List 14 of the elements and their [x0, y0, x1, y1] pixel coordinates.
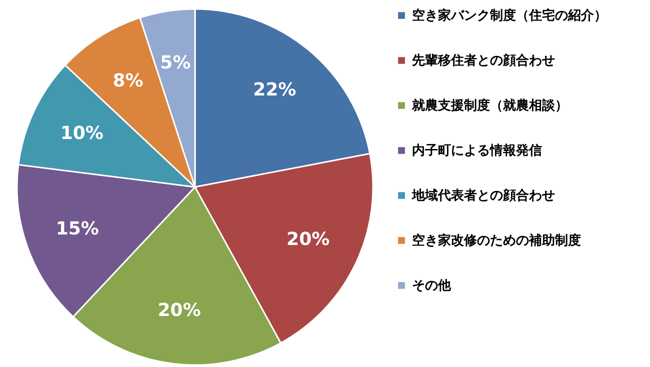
data-label: 15%: [56, 218, 99, 240]
data-label: 22%: [253, 80, 296, 101]
legend-label: 先輩移住者との顔合わせ: [411, 52, 555, 68]
data-label: 5%: [160, 52, 191, 74]
legend-label: 空き家バンク制度（住宅の紹介）: [412, 8, 607, 24]
data-label: 20%: [286, 229, 330, 250]
legend-label: 就農支援制度（就農相談）: [411, 98, 568, 114]
legend-label: 空き家改修のための補助制度: [412, 232, 581, 248]
legend-label: 地域代表者との顔合わせ: [411, 188, 555, 204]
legend-label: 内子町による情報発信: [412, 144, 542, 158]
data-label: 20%: [158, 300, 201, 322]
data-label: 10%: [60, 122, 104, 144]
legend-label: その他: [412, 278, 452, 294]
data-label: 8%: [112, 70, 144, 92]
